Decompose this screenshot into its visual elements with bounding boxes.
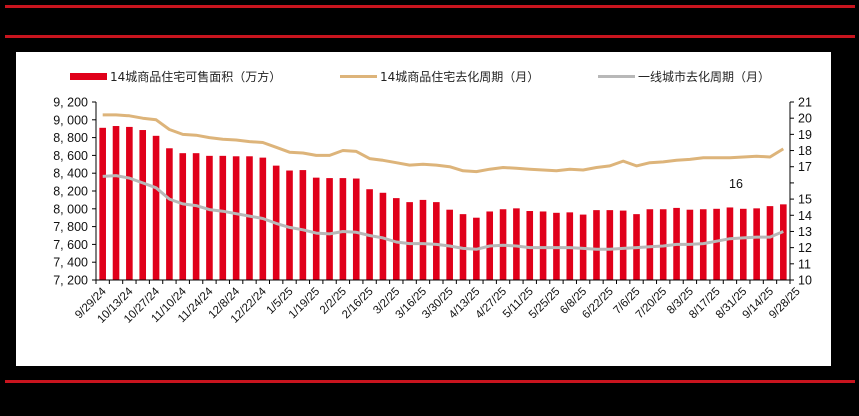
bar [192, 153, 200, 280]
line-series [102, 113, 785, 251]
legend-item-2: 14城商品住宅去化周期（月） [340, 69, 539, 84]
bar [179, 153, 187, 280]
bar [312, 177, 320, 280]
bar [219, 155, 227, 280]
annotation-16: 16 [729, 177, 743, 191]
right-tick-label: 20 [798, 112, 812, 126]
bar [206, 155, 213, 280]
right-tick-label: 12 [798, 241, 812, 255]
right-tick-label: 13 [798, 225, 812, 239]
line-tier1-cycle [102, 174, 784, 251]
bar [112, 126, 120, 280]
bar [392, 198, 400, 280]
bar [726, 207, 734, 280]
bar [139, 130, 147, 280]
legend-swatch [598, 75, 635, 78]
legend-item-1: 14城商品住宅可售面积（万方） [70, 69, 281, 84]
footer-rule [5, 380, 855, 383]
bar [606, 210, 614, 280]
bar [739, 208, 747, 280]
bar [539, 211, 547, 280]
right-tick-label: 21 [798, 96, 812, 110]
bar [593, 210, 600, 280]
bar [766, 206, 774, 280]
left-tick-label: 9, 000 [53, 113, 88, 127]
bar [232, 156, 240, 280]
legend-item-3: 一线城市去化周期（月） [598, 69, 770, 84]
legend-swatch [340, 75, 377, 78]
bar [126, 126, 133, 280]
left-tick-label: 9, 200 [53, 96, 88, 110]
legend-swatch [70, 73, 107, 80]
bar [152, 135, 160, 280]
right-tick-label: 19 [798, 128, 812, 142]
right-tick-label: 17 [798, 160, 812, 174]
left-tick-label: 7, 400 [53, 256, 88, 270]
left-tick-label: 8, 400 [53, 167, 88, 181]
bar [513, 208, 520, 280]
bar [753, 208, 760, 280]
left-tick-label: 7, 200 [53, 274, 88, 288]
legend-label: 一线城市去化周期（月） [638, 69, 770, 84]
left-tick-label: 8, 800 [53, 131, 88, 145]
bar [286, 170, 293, 280]
legend: 14城商品住宅可售面积（万方） 14城商品住宅去化周期（月） 一线城市去化周期（月） [70, 69, 770, 84]
bar [99, 127, 106, 280]
right-tick-label: 14 [798, 209, 812, 223]
bar [526, 211, 534, 280]
bar [299, 170, 307, 280]
left-tick-label: 8, 000 [53, 202, 88, 216]
bar [646, 209, 654, 280]
bar [339, 178, 347, 280]
line-14city-cycle [102, 113, 785, 174]
right-tick-label: 10 [798, 274, 812, 288]
left-tick-label: 8, 600 [53, 149, 88, 163]
bar [326, 178, 333, 280]
bar [619, 210, 627, 280]
bar [419, 199, 427, 280]
bar [166, 148, 173, 280]
top-rule [5, 5, 855, 8]
left-tick-label: 8, 200 [53, 185, 88, 199]
bar [406, 202, 413, 280]
right-tick-label: 15 [798, 193, 812, 207]
bar-series [99, 126, 787, 280]
legend-label: 14城商品住宅可售面积（万方） [110, 69, 281, 84]
legend-label: 14城商品住宅去化周期（月） [380, 69, 539, 84]
left-tick-label: 7, 600 [53, 238, 88, 252]
bar [780, 204, 787, 280]
right-tick-label: 11 [798, 257, 811, 271]
left-tick-label: 7, 800 [53, 220, 88, 234]
bar [433, 202, 440, 280]
header-rule [5, 35, 855, 38]
bar [352, 178, 360, 280]
bar [246, 156, 253, 280]
bar [713, 208, 720, 280]
right-tick-label: 18 [798, 144, 812, 158]
